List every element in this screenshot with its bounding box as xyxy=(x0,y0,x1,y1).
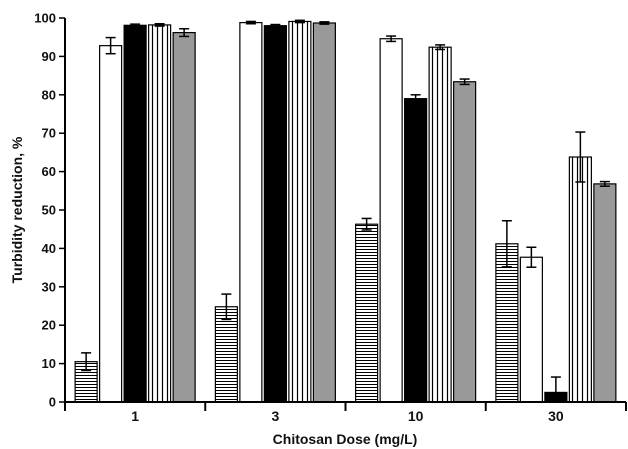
bar-black-10 xyxy=(404,98,428,403)
error-bar xyxy=(459,78,470,86)
x-category-label: 10 xyxy=(408,408,424,424)
y-tick-label: 30 xyxy=(42,279,56,294)
bar-gray-1 xyxy=(172,31,196,403)
x-categories: 1 3 10 30 xyxy=(64,402,627,424)
bar-gray-30 xyxy=(593,183,617,403)
y-tick-label: 90 xyxy=(42,49,56,64)
bar-white-30 xyxy=(519,256,543,403)
error-bar xyxy=(575,131,586,183)
x-category-label: 3 xyxy=(271,408,279,424)
bar-black-3 xyxy=(263,25,287,403)
bar-white-1 xyxy=(99,45,123,403)
error-bar xyxy=(154,23,165,27)
error-bar xyxy=(319,21,330,25)
bar-vertical-hatch-10 xyxy=(428,46,452,403)
error-bar xyxy=(361,217,372,231)
y-tick-label: 20 xyxy=(42,318,56,333)
y-tick-label: 60 xyxy=(42,164,56,179)
error-bar xyxy=(179,28,190,38)
bar-gray-3 xyxy=(312,22,336,403)
error-bar xyxy=(526,246,537,268)
x-category-label: 30 xyxy=(548,408,564,424)
y-tick-label: 40 xyxy=(42,241,56,256)
error-bar xyxy=(221,293,232,321)
y-tick-label: 100 xyxy=(34,11,56,26)
error-bar xyxy=(105,36,116,55)
bar-vertical-hatch-1 xyxy=(148,24,172,403)
error-bar xyxy=(130,23,141,28)
y-axis-title: Turbidity reduction, % xyxy=(9,136,25,283)
y-tick-label: 0 xyxy=(49,395,56,410)
error-bar xyxy=(386,35,397,43)
error-bar xyxy=(435,44,446,51)
bars-layer xyxy=(74,19,617,403)
bar-gray-10 xyxy=(453,81,477,403)
bar-black-1 xyxy=(123,24,147,403)
x-axis-title: Chitosan Dose (mg/L) xyxy=(273,431,418,447)
y-tick-label: 70 xyxy=(42,126,56,141)
bar-horizontal-hatch-10 xyxy=(355,223,379,403)
error-bar xyxy=(245,20,256,25)
bar-vertical-hatch-30 xyxy=(568,156,592,403)
error-bar xyxy=(294,19,305,24)
bar-white-10 xyxy=(379,38,403,403)
y-tick-label: 80 xyxy=(42,87,56,102)
bar-horizontal-hatch-3 xyxy=(214,306,238,403)
bar-white-3 xyxy=(239,22,263,403)
error-bar xyxy=(270,23,281,28)
y-tick-label: 10 xyxy=(42,356,56,371)
error-bar xyxy=(599,180,610,187)
bar-vertical-hatch-3 xyxy=(288,20,312,403)
y-tick-label: 50 xyxy=(42,203,56,218)
error-bar xyxy=(501,220,512,268)
x-category-label: 1 xyxy=(131,408,139,424)
y-ticks: 0 10 20 30 40 50 60 70 80 90 100 xyxy=(34,11,65,410)
error-bar xyxy=(410,94,421,104)
error-bar xyxy=(81,352,92,372)
